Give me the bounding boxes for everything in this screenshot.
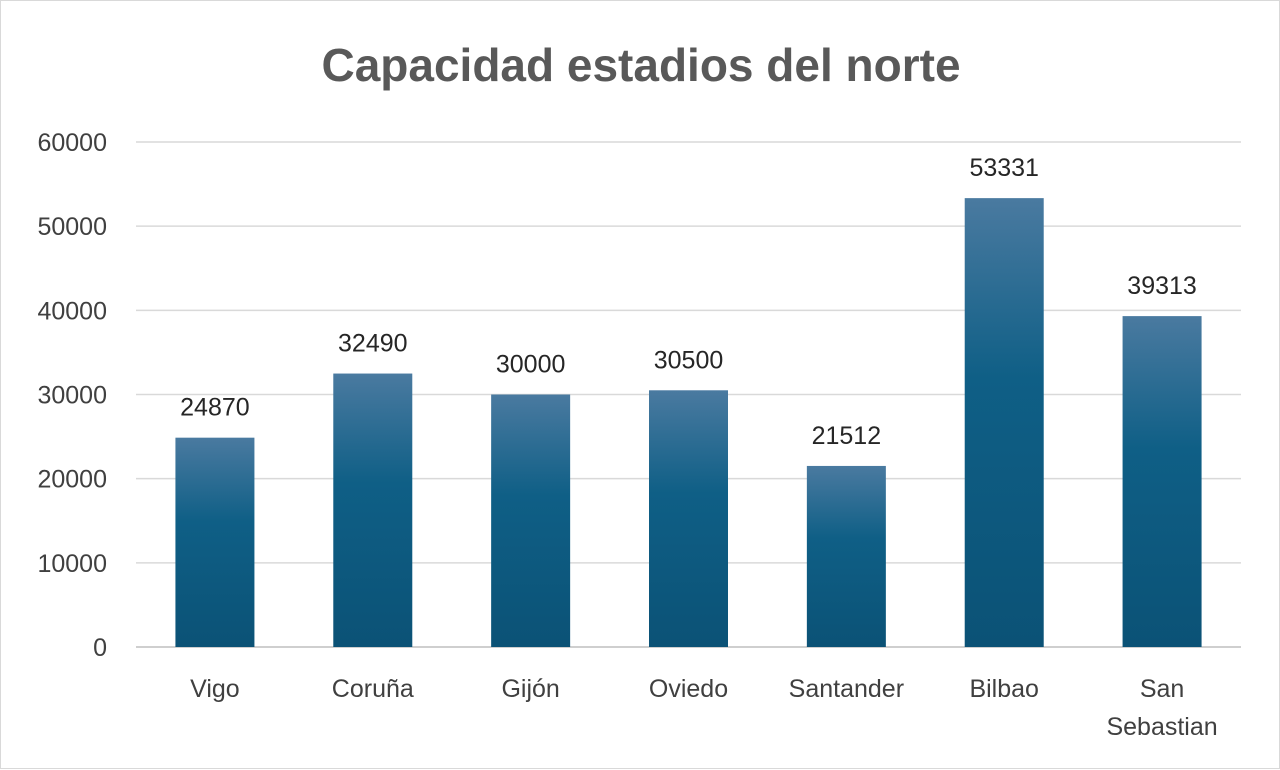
x-tick-label: Oviedo — [649, 675, 728, 703]
y-tick-label: 20000 — [37, 466, 107, 494]
y-tick-label: 60000 — [37, 129, 107, 157]
data-label: 24870 — [180, 394, 250, 422]
bar-vigo — [175, 437, 255, 647]
x-tick-label: Gijón — [501, 675, 559, 703]
data-label: 30500 — [654, 346, 724, 374]
bar-san-sebastian — [1122, 316, 1202, 647]
y-tick-label: 50000 — [37, 213, 107, 241]
data-label: 53331 — [969, 154, 1039, 182]
data-label: 32490 — [338, 330, 408, 358]
bars — [175, 198, 1202, 648]
bar-coruña — [333, 373, 413, 647]
bar-oviedo — [649, 390, 728, 647]
data-label: 30000 — [496, 351, 566, 379]
y-tick-label: 30000 — [37, 382, 107, 410]
data-labels: 24870 32490 30000 30500 21512 53331 39313 — [180, 154, 1197, 450]
x-tick-label: Coruña — [332, 675, 414, 703]
bar-gijón — [491, 394, 571, 647]
bar-santander — [806, 465, 886, 647]
y-axis-ticks: 0 10000 20000 30000 40000 50000 60000 — [37, 129, 107, 662]
y-tick-label: 0 — [93, 634, 107, 662]
x-tick-label: Santander — [789, 675, 904, 703]
y-tick-label: 40000 — [37, 297, 107, 325]
data-label: 39313 — [1127, 272, 1197, 300]
x-axis-ticks: Vigo Coruña Gijón Oviedo Santander Bilbao San S… — [190, 675, 1218, 741]
bar-bilbao — [964, 198, 1044, 648]
y-tick-label: 10000 — [37, 550, 107, 578]
x-tick-label: Bilbao — [969, 675, 1039, 703]
data-label: 21512 — [812, 422, 882, 450]
x-tick-label: San Sebastian — [1106, 675, 1217, 741]
x-tick-label: Vigo — [190, 675, 240, 703]
chart-title: Capacidad estadios del norte — [321, 39, 960, 91]
